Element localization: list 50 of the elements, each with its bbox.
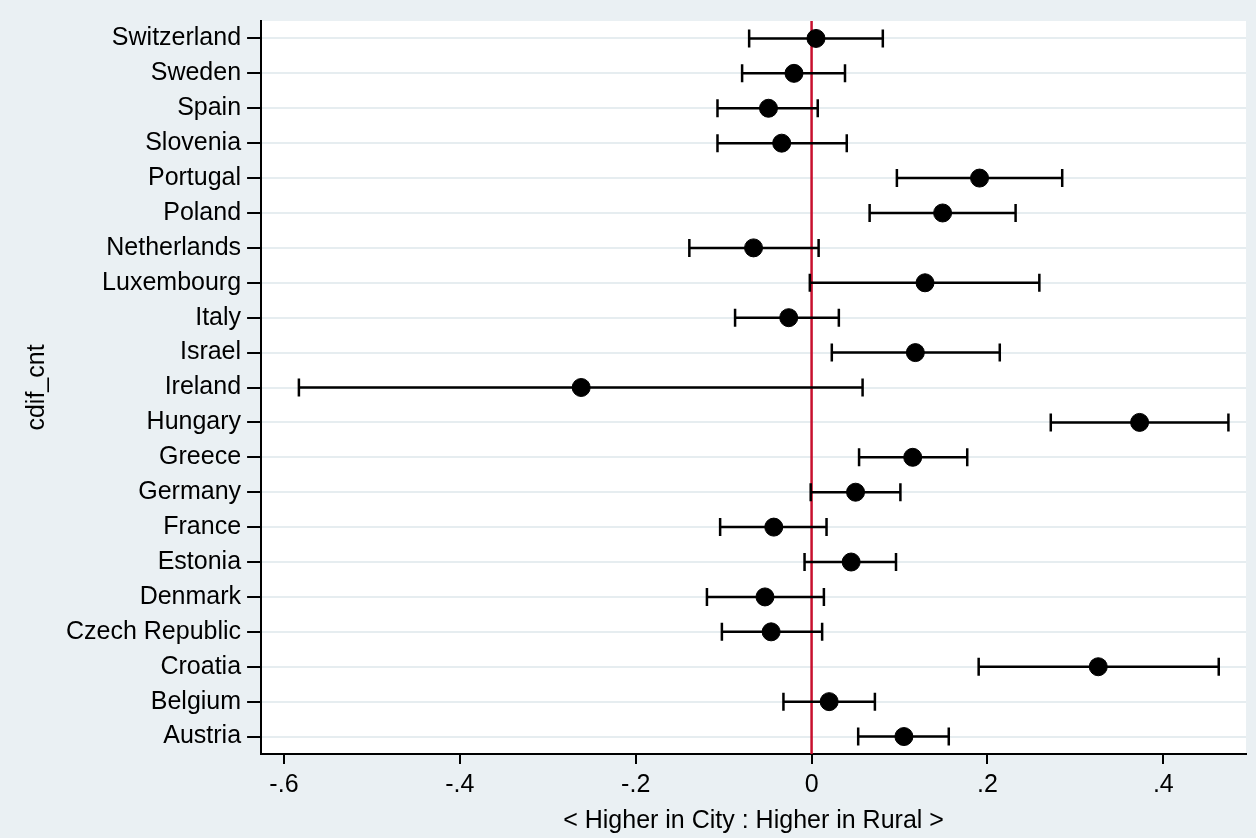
- y-tick-label: Ireland: [164, 371, 242, 400]
- y-tick-label: Sweden: [150, 57, 242, 86]
- y-tick-label: Switzerland: [111, 22, 242, 51]
- y-tick-label: Luxembourg: [102, 266, 242, 295]
- point: [755, 587, 775, 607]
- point: [841, 552, 861, 572]
- point: [903, 447, 923, 467]
- point: [1088, 657, 1108, 677]
- y-tick-label: Spain: [177, 92, 242, 121]
- point: [905, 343, 925, 363]
- y-tick-label: Hungary: [146, 406, 242, 435]
- point: [744, 238, 764, 258]
- point: [819, 692, 839, 712]
- y-tick-label: Israel: [179, 336, 242, 365]
- y-tick-label: Italy: [195, 301, 242, 330]
- point: [571, 378, 591, 397]
- point: [772, 133, 792, 153]
- x-tick-label: 0: [804, 768, 819, 797]
- point: [779, 308, 799, 328]
- y-tick-label: Slovenia: [145, 127, 242, 156]
- x-tick-label: -.6: [269, 768, 299, 797]
- y-tick-label: Denmark: [139, 580, 242, 609]
- y-tick-label: France: [163, 511, 242, 540]
- point: [761, 622, 781, 642]
- y-tick-label: Portugal: [147, 161, 242, 190]
- point: [1130, 412, 1150, 432]
- point: [894, 727, 914, 747]
- y-tick-label: Poland: [163, 196, 242, 225]
- point: [806, 28, 826, 48]
- y-tick-label: Greece: [159, 441, 242, 470]
- x-tick-label: -.2: [621, 768, 651, 797]
- y-tick-label: Austria: [163, 720, 242, 749]
- x-axis-title: < Higher in City : Higher in Rural >: [563, 804, 944, 833]
- x-tick-label: .2: [977, 768, 998, 797]
- point: [784, 63, 804, 83]
- x-tick-label: .4: [1152, 768, 1174, 797]
- y-axis-title: cdif_cnt: [20, 344, 49, 431]
- y-tick-label: Germany: [138, 476, 242, 505]
- y-tick-label: Croatia: [160, 650, 242, 679]
- y-tick-label: Czech Republic: [65, 615, 242, 644]
- point: [764, 517, 784, 537]
- y-tick-label: Estonia: [157, 545, 242, 574]
- point: [970, 168, 990, 188]
- point: [758, 98, 778, 118]
- point: [933, 203, 953, 223]
- x-tick-label: -.4: [445, 768, 475, 797]
- y-tick-label: Netherlands: [106, 231, 242, 260]
- y-tick-label: Belgium: [150, 685, 242, 714]
- point: [915, 273, 935, 293]
- point: [846, 482, 866, 502]
